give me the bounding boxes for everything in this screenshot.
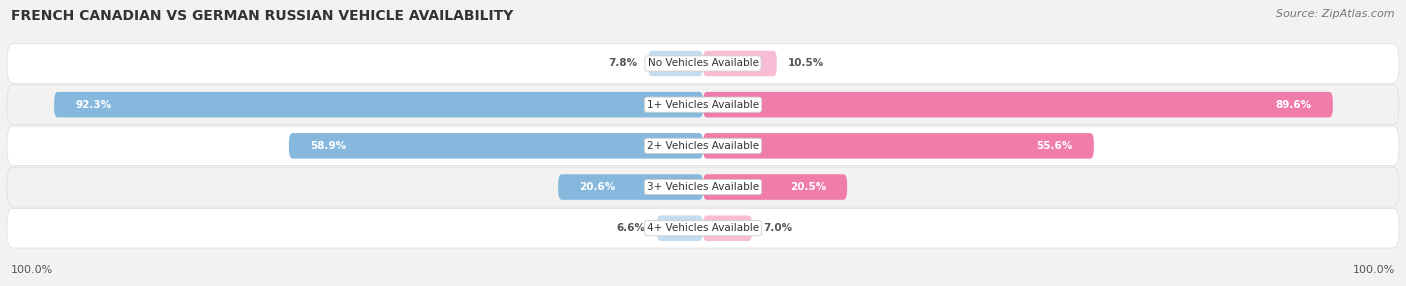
- Text: 20.5%: 20.5%: [790, 182, 827, 192]
- FancyBboxPatch shape: [290, 133, 703, 159]
- Text: 7.0%: 7.0%: [763, 223, 793, 233]
- FancyBboxPatch shape: [558, 174, 703, 200]
- FancyBboxPatch shape: [55, 92, 703, 118]
- FancyBboxPatch shape: [703, 174, 846, 200]
- Text: Source: ZipAtlas.com: Source: ZipAtlas.com: [1277, 9, 1395, 19]
- Text: 3+ Vehicles Available: 3+ Vehicles Available: [647, 182, 759, 192]
- FancyBboxPatch shape: [7, 126, 1399, 166]
- FancyBboxPatch shape: [703, 51, 778, 76]
- FancyBboxPatch shape: [7, 167, 1399, 207]
- Text: 1+ Vehicles Available: 1+ Vehicles Available: [647, 100, 759, 110]
- Text: 92.3%: 92.3%: [76, 100, 111, 110]
- Text: 10.5%: 10.5%: [787, 59, 824, 68]
- Text: No Vehicles Available: No Vehicles Available: [648, 59, 758, 68]
- FancyBboxPatch shape: [657, 215, 703, 241]
- FancyBboxPatch shape: [703, 92, 1333, 118]
- Text: 100.0%: 100.0%: [1353, 265, 1395, 275]
- FancyBboxPatch shape: [703, 215, 752, 241]
- FancyBboxPatch shape: [648, 51, 703, 76]
- Text: 100.0%: 100.0%: [11, 265, 53, 275]
- Text: 7.8%: 7.8%: [607, 59, 637, 68]
- Text: 6.6%: 6.6%: [616, 223, 645, 233]
- Text: 2+ Vehicles Available: 2+ Vehicles Available: [647, 141, 759, 151]
- Text: 58.9%: 58.9%: [311, 141, 346, 151]
- FancyBboxPatch shape: [703, 133, 1094, 159]
- Text: 4+ Vehicles Available: 4+ Vehicles Available: [647, 223, 759, 233]
- Text: 55.6%: 55.6%: [1036, 141, 1073, 151]
- Text: 89.6%: 89.6%: [1275, 100, 1312, 110]
- FancyBboxPatch shape: [7, 208, 1399, 248]
- Text: 20.6%: 20.6%: [579, 182, 616, 192]
- Text: FRENCH CANADIAN VS GERMAN RUSSIAN VEHICLE AVAILABILITY: FRENCH CANADIAN VS GERMAN RUSSIAN VEHICL…: [11, 9, 513, 23]
- FancyBboxPatch shape: [7, 44, 1399, 83]
- FancyBboxPatch shape: [7, 85, 1399, 124]
